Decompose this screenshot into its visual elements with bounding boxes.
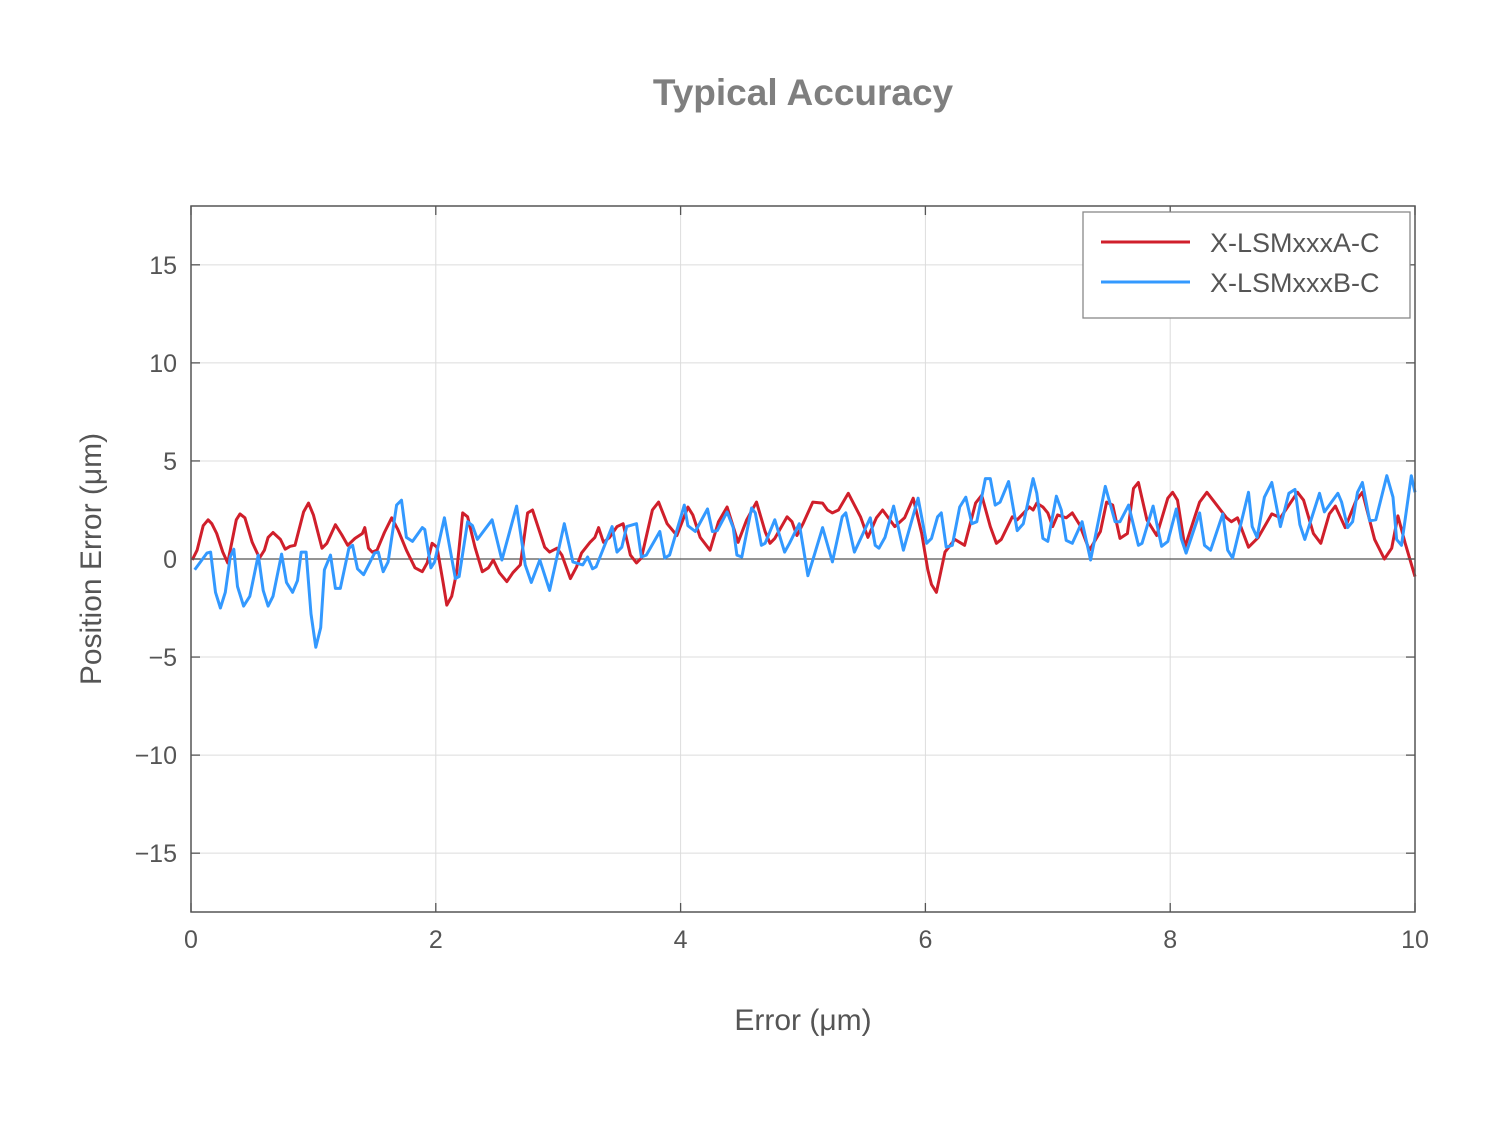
y-tick-label: 10: [149, 350, 177, 378]
x-tick-label: 2: [429, 926, 443, 954]
x-tick-label: 8: [1163, 926, 1177, 954]
x-tick-label: 0: [184, 926, 198, 954]
y-tick-label: 15: [149, 252, 177, 280]
legend-label-series-b: X-LSMxxxB-C: [1210, 268, 1380, 298]
x-tick-label: 4: [674, 926, 688, 954]
chart-title: Typical Accuracy: [653, 72, 954, 113]
ticks: 0 2 4 6 8 10 −15 −10 −5 0 5 10 15: [135, 206, 1429, 954]
y-axis-label: Position Error (μm): [75, 433, 108, 685]
y-tick-label: −5: [148, 644, 177, 672]
series-line-b: [193, 474, 1417, 649]
y-tick-label: −10: [135, 742, 177, 770]
x-tick-label: 10: [1401, 926, 1429, 954]
y-tick-label: 0: [163, 546, 177, 574]
legend-box: [1082, 211, 1411, 319]
y-tick-label: 5: [163, 448, 177, 476]
x-tick-label: 6: [918, 926, 932, 954]
series-group: [190, 474, 1417, 649]
legend-label-series-a: X-LSMxxxA-C: [1210, 228, 1380, 258]
x-axis-label: Error (μm): [734, 1004, 871, 1037]
legend: X-LSMxxxA-C X-LSMxxxB-C: [1082, 211, 1411, 319]
y-tick-label: −15: [135, 840, 177, 868]
